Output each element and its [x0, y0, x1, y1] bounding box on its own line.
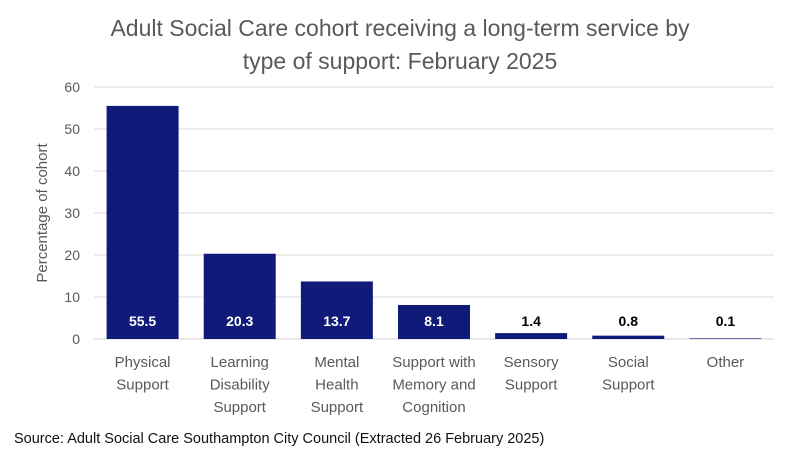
data-label: 13.7	[323, 313, 350, 329]
chart-title-line-2: type of support: February 2025	[242, 48, 558, 74]
x-tick-label: Support	[602, 377, 655, 394]
y-tick-label: 0	[72, 331, 80, 347]
data-label: 0.8	[619, 313, 639, 329]
bar	[592, 335, 665, 339]
x-tick-label: Support	[213, 399, 266, 416]
y-tick-label: 10	[64, 289, 80, 305]
bar	[203, 253, 276, 339]
data-label: 8.1	[424, 313, 444, 329]
source-note: Source: Adult Social Care Southampton Ci…	[14, 431, 545, 447]
chart-title-line-1: Adult Social Care cohort receiving a lon…	[110, 15, 690, 41]
x-tick-label: Support	[311, 399, 364, 416]
x-tick-label: Sensory	[504, 354, 560, 371]
bar	[689, 338, 762, 339]
x-tick-label: Support with	[392, 354, 475, 371]
x-tick-label: Social	[608, 354, 649, 371]
x-tick-label: Learning	[211, 354, 269, 371]
y-axis-title: Percentage of cohort	[34, 143, 51, 283]
data-label: 1.4	[521, 313, 541, 329]
bar	[300, 281, 373, 339]
bar	[495, 333, 568, 339]
x-tick-label: Support	[505, 377, 558, 394]
y-tick-label: 20	[64, 247, 80, 263]
data-label: 20.3	[226, 313, 253, 329]
x-tick-label: Health	[315, 377, 358, 394]
x-tick-label: Physical	[115, 354, 171, 371]
x-tick-label: Disability	[210, 377, 271, 394]
data-label: 55.5	[129, 313, 156, 329]
x-tick-label: Mental	[314, 354, 359, 371]
bar	[398, 304, 470, 339]
y-tick-label: 60	[64, 79, 80, 95]
chart-title: Adult Social Care cohort receiving a lon…	[0, 12, 800, 78]
x-tick-label: Support	[116, 377, 169, 394]
data-label: 0.1	[716, 313, 736, 329]
bar	[106, 105, 179, 340]
y-tick-label: 50	[64, 121, 80, 137]
x-tick-label: Cognition	[402, 399, 465, 416]
x-tick-label: Memory and	[392, 377, 475, 394]
y-tick-label: 40	[64, 163, 80, 179]
y-tick-label: 30	[64, 205, 80, 221]
x-tick-label: Other	[707, 354, 745, 371]
